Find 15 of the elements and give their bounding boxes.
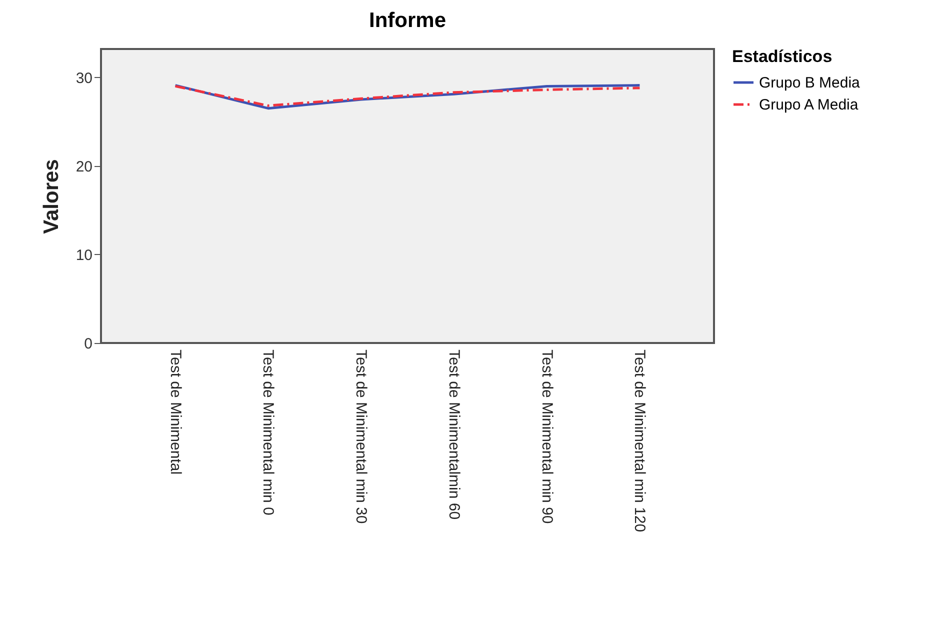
y-tick-label: 10 <box>76 246 92 264</box>
y-tick-label: 20 <box>76 158 92 176</box>
legend-label: Grupo B Media <box>759 74 861 92</box>
y-tick-label: 0 <box>84 336 92 352</box>
x-tick-label: Test de Minimental <box>166 350 184 475</box>
x-tick-label: Test de Minimentalmin 60 <box>445 350 462 520</box>
x-tick-label: Test de Minimental min 90 <box>538 350 556 524</box>
legend-label: Grupo A Media <box>759 96 859 114</box>
y-tick-label: 30 <box>76 70 92 87</box>
x-tick-label: Test de Minimental min 0 <box>260 350 277 516</box>
y-axis-title: Valores <box>40 159 63 234</box>
legend-title: Estadísticos <box>732 47 832 66</box>
x-tick-label: Test de Minimental min 120 <box>631 350 648 532</box>
chart-title: Informe <box>368 9 446 32</box>
x-tick-label: Test de Minimental min 30 <box>352 350 370 524</box>
